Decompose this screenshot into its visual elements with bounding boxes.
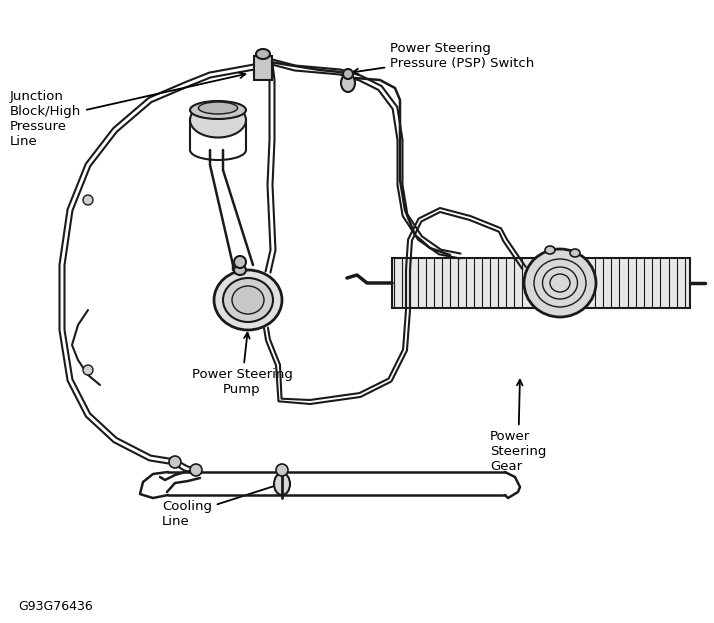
Ellipse shape — [524, 249, 596, 317]
Circle shape — [83, 365, 93, 375]
Ellipse shape — [341, 74, 355, 92]
Circle shape — [276, 464, 288, 476]
Circle shape — [83, 195, 93, 205]
Text: Power
Steering
Gear: Power Steering Gear — [490, 380, 546, 473]
Ellipse shape — [274, 473, 290, 495]
Ellipse shape — [545, 246, 555, 254]
Ellipse shape — [570, 249, 580, 257]
Circle shape — [234, 256, 246, 268]
Ellipse shape — [190, 103, 246, 138]
Ellipse shape — [232, 286, 264, 314]
Bar — [254, 56, 272, 80]
Ellipse shape — [214, 270, 282, 330]
Ellipse shape — [198, 102, 238, 114]
Ellipse shape — [190, 101, 246, 119]
Circle shape — [190, 464, 202, 476]
Ellipse shape — [256, 49, 270, 59]
Ellipse shape — [234, 265, 246, 275]
Text: G93G76436: G93G76436 — [18, 600, 93, 613]
Ellipse shape — [223, 278, 273, 322]
Text: Cooling
Line: Cooling Line — [162, 482, 286, 528]
Text: Power Steering
Pressure (PSP) Switch: Power Steering Pressure (PSP) Switch — [353, 42, 534, 74]
Bar — [392, 258, 690, 308]
Circle shape — [169, 456, 181, 468]
Text: Junction
Block/High
Pressure
Line: Junction Block/High Pressure Line — [10, 72, 246, 148]
Text: Power Steering
Pump: Power Steering Pump — [191, 333, 293, 396]
Ellipse shape — [343, 69, 353, 79]
